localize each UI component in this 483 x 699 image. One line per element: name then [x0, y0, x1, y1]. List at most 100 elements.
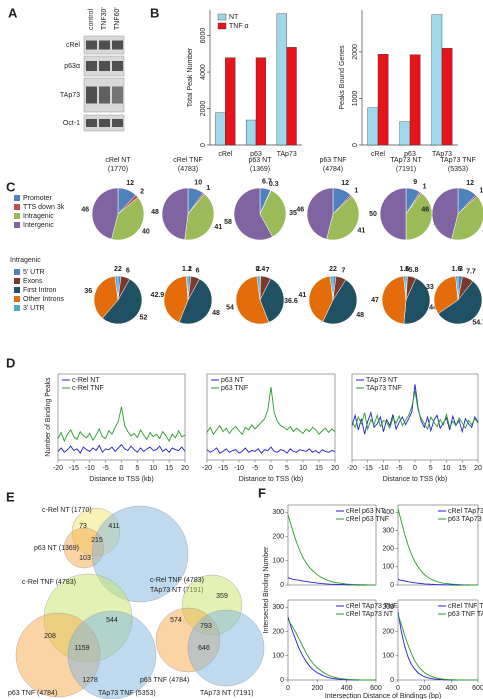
legend-label: Intergenic [23, 222, 54, 229]
x-tick-label: 0 [413, 465, 417, 472]
blot-band [86, 40, 97, 50]
venn-set-label: c-Rel TNF (4783) [22, 579, 76, 586]
pie-title: p63 NT [249, 157, 273, 164]
bar [255, 57, 267, 146]
venn-set-label: TAp73 NT (7191) [150, 587, 203, 594]
x-tick-label: 200 [419, 685, 431, 692]
pie-slice [163, 275, 189, 323]
pie-value-label: 36 [84, 288, 92, 295]
pie-slice [329, 275, 334, 301]
y-tick-label: 0 [280, 582, 284, 589]
blot-band [99, 86, 110, 104]
venn-count: 359 [216, 593, 228, 600]
y-axis-label: Total Peak Number [187, 47, 194, 107]
x-tick-label: cRel [218, 151, 232, 158]
plot-frame [287, 504, 377, 586]
y-tick-label: 0 [352, 143, 359, 147]
y-tick-label: 4000 [200, 64, 207, 80]
panel-letter: D [6, 355, 15, 370]
bar [367, 107, 379, 146]
x-tick-label: 600 [472, 685, 483, 692]
blot-band [86, 86, 97, 104]
venn-set-label: TAp73 NT (7191) [200, 690, 253, 697]
pie-value-label: 1.6 [400, 266, 410, 273]
pie-value-label: 1.1 [182, 266, 192, 273]
legend-label: TTS down 3k [23, 204, 65, 211]
pie-slice [111, 197, 145, 241]
legend-swatch [14, 204, 20, 210]
legend-label: c-Rel NT [72, 377, 100, 384]
x-tick-label: p63 [404, 151, 416, 158]
legend-label: TAp73 TNF [366, 385, 402, 392]
pie-slice [308, 275, 334, 323]
x-tick-label: -10 [234, 465, 244, 472]
x-tick-label: 15 [458, 465, 466, 472]
legend-swatch [14, 287, 20, 293]
pie-value-label: 1 [354, 188, 358, 195]
pie-value-label: 2 [140, 188, 144, 195]
pie-value-label: 36.6 [284, 298, 298, 305]
legend-label: cRel TNF TAp73 NT [448, 603, 483, 610]
pie-value-label: 7 [266, 267, 270, 274]
pie-title: cRel TNF [173, 157, 202, 164]
venn-count: 646 [198, 645, 210, 652]
x-tick-label: 5 [135, 465, 139, 472]
y-tick-label: 100 [272, 653, 284, 660]
panel-letter: E [6, 489, 15, 504]
legend-label: cRel p63 TNF [346, 516, 389, 523]
blot-band [112, 119, 123, 127]
blot-row-label: TAp73 [60, 92, 80, 99]
venn-set-label: p63 TNF (4784) [8, 690, 57, 697]
blot-band [86, 119, 97, 127]
panel-letter: F [258, 485, 266, 500]
legend-label: p63 NT [221, 377, 245, 384]
blot-band [86, 61, 97, 71]
lane-label: control [88, 9, 95, 30]
blot-band [99, 61, 110, 71]
pie-slice [433, 275, 459, 314]
pie-value-label: 54.7 [472, 320, 483, 327]
x-tick-label: 20 [331, 465, 339, 472]
pie-slice [161, 187, 189, 241]
pie-slice [184, 193, 215, 241]
pie-value-label: 33 [426, 284, 434, 291]
x-tick-label: 20 [181, 465, 189, 472]
pie-value-label: 41 [214, 224, 222, 231]
x-tick-label: cRel [371, 151, 385, 158]
legend-label: c-Rel TNF [72, 385, 104, 392]
pie-value-label: 2 [329, 266, 333, 273]
bar [225, 57, 236, 146]
legend-swatch [14, 305, 20, 311]
line-series [351, 391, 479, 431]
pie-slice [455, 275, 459, 301]
legend-label: TAp73 NT [366, 377, 398, 384]
pie-slice [186, 275, 189, 301]
pie-value-label: 48 [212, 310, 220, 317]
pie-slice [91, 187, 119, 240]
y-tick-label: 0 [280, 677, 284, 684]
pie-value-label: 1 [206, 185, 210, 192]
venn-circle [67, 610, 157, 699]
legend-swatch [217, 22, 227, 30]
y-tick-label: 200 [272, 533, 284, 540]
pie-slice [306, 187, 334, 240]
x-tick-label: -20 [202, 465, 212, 472]
x-tick-label: TAp73 [432, 151, 452, 158]
venn-set-label: p63 TNF (4784) [140, 677, 189, 684]
pie-value-label: 6 [126, 267, 130, 274]
x-tick-label: -5 [252, 465, 258, 472]
venn-count: 793 [200, 623, 212, 630]
venn-count: 1278 [82, 677, 98, 684]
legend-label: NT [229, 14, 239, 21]
line-series [397, 508, 478, 586]
bar [286, 47, 297, 146]
y-axis-label: Intersected Binding Number [263, 546, 270, 633]
pie-subtitle: (1369) [250, 166, 270, 173]
venn-set-label: TAp73 TNF (5353) [98, 690, 156, 697]
pie-slice [403, 275, 407, 301]
blot-band [112, 40, 123, 50]
lane-label: TNF30' [101, 7, 108, 30]
x-tick-label: 200 [311, 685, 323, 692]
y-tick-label: 100 [382, 564, 394, 571]
legend-swatch [14, 213, 20, 219]
